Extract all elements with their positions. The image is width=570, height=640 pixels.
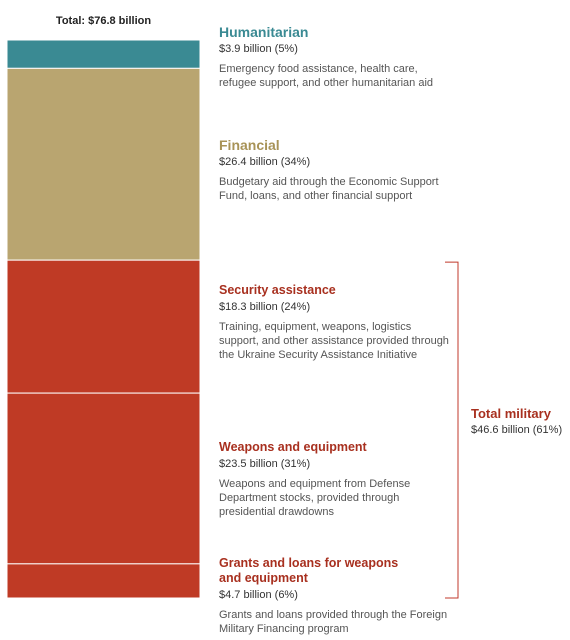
segment-name: Financial — [219, 137, 280, 153]
group-annotation: Total military $46.6 billion (61%) — [471, 406, 562, 438]
segment-annotation: Weapons and equipment $23.5 billion (31%)… — [219, 440, 449, 519]
bar-segment — [6, 67, 201, 261]
segment-name: Security assistance — [219, 283, 336, 297]
bar-segment — [6, 39, 201, 69]
segment-description: Grants and loans provided through the Fo… — [219, 609, 448, 635]
bar-segment — [6, 392, 201, 565]
group-bracket — [445, 261, 459, 599]
group-name: Total military — [471, 406, 551, 421]
segment-name: Weapons and equipment — [219, 440, 367, 454]
segment-name: Grants and loans for weapons and equipme… — [219, 556, 399, 585]
segment-value-label: $23.5 billion (31%) — [219, 458, 311, 470]
segment-annotation: Security assistance $18.3 billion (24%) Tr… — [219, 283, 449, 362]
segment-value-label: $3.9 billion (5%) — [219, 43, 298, 55]
group-value-label: $46.6 billion (61%) — [471, 424, 563, 436]
segment-value-label: $4.7 billion (6%) — [219, 589, 298, 601]
chart-title: Total: $76.8 billion — [55, 15, 152, 27]
segment-description: Training, equipment, weapons, logistics … — [219, 321, 449, 361]
segment-description: Emergency food assistance, health care, … — [219, 63, 434, 89]
segment-description: Weapons and equipment from Defense Depar… — [219, 478, 411, 518]
segment-value-label: $26.4 billion (34%) — [219, 156, 311, 168]
segment-name: Humanitarian — [219, 24, 309, 40]
bar-segment — [6, 563, 201, 599]
segment-annotation: Grants and loans for weapons and equipme… — [219, 556, 447, 636]
segment-value-label: $18.3 billion (24%) — [219, 301, 311, 313]
segment-description: Budgetary aid through the Economic Suppo… — [219, 176, 439, 202]
segment-annotation: Financial $26.4 billion (34%) Budgetary ai… — [219, 138, 449, 203]
bar-segment — [6, 259, 201, 394]
segment-annotation: Humanitarian $3.9 billion (5%) Emergency f… — [219, 25, 449, 90]
